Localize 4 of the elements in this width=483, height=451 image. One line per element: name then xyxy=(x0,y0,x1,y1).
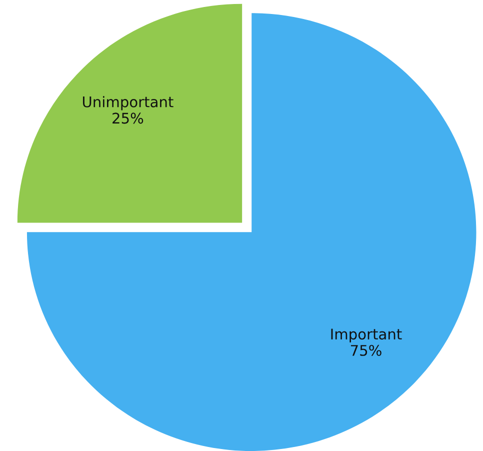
data-label: 25% xyxy=(112,112,144,124)
slice-label: Important xyxy=(331,328,402,342)
data-label: 75% xyxy=(350,344,382,356)
slice-label: Unimportant xyxy=(82,96,174,110)
